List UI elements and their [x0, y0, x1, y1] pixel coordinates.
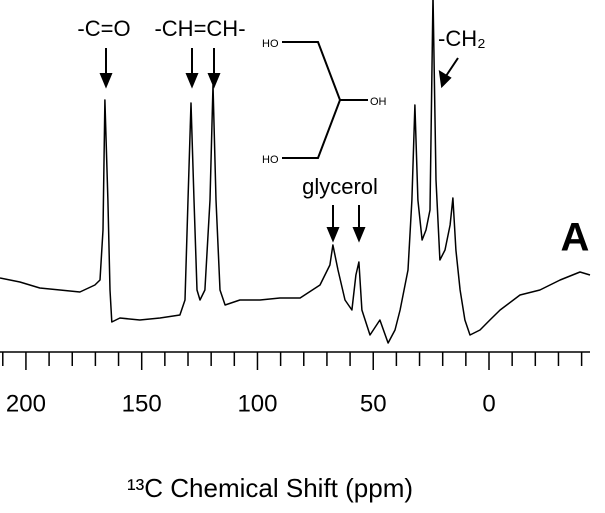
annotation: -C=O [77, 16, 130, 41]
spectrum-line [0, 0, 591, 344]
x-tick-label: 100 [237, 390, 277, 417]
x-tick-label: 50 [360, 390, 387, 417]
structure-label: HO [262, 38, 279, 50]
structure-label: HO [262, 154, 279, 166]
x-tick-label: 0 [482, 390, 495, 417]
glycerol-structure [282, 41, 368, 159]
annotation: -CH=CH- [154, 16, 245, 41]
x-axis-label: ¹³C Chemical Shift (ppm) [127, 473, 413, 503]
panel-label: A [561, 216, 590, 260]
x-tick-label: 150 [122, 390, 162, 417]
annotation: glycerol [302, 174, 378, 199]
annotation: -CH₂ [438, 26, 486, 51]
arrows [99, 48, 459, 243]
structure-label: OH [370, 96, 387, 108]
x-tick-label: 200 [6, 390, 46, 417]
